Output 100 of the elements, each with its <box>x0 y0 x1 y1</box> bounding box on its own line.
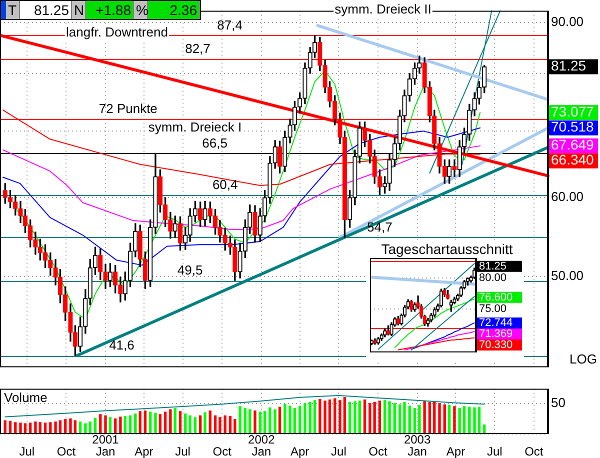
bar <box>178 411 182 434</box>
bar <box>263 411 266 434</box>
y-tick-label: 75.00 <box>479 302 507 315</box>
bar <box>288 406 292 434</box>
data-label: 70.330 <box>479 338 513 351</box>
x-tick-label: Jul <box>331 444 346 458</box>
bar <box>462 406 466 434</box>
bar <box>284 404 286 434</box>
bar <box>453 406 456 434</box>
bar <box>154 412 157 434</box>
bar <box>403 402 406 434</box>
annotation: symm. Dreieck II <box>334 2 432 17</box>
bar <box>398 404 402 434</box>
bar <box>158 414 162 434</box>
bar <box>244 408 246 434</box>
bar <box>373 402 376 434</box>
bar <box>144 410 147 434</box>
bar <box>19 422 22 434</box>
x-tick-label: Apr <box>134 444 154 458</box>
bar <box>328 399 332 434</box>
bar <box>378 400 382 434</box>
bar <box>278 406 282 434</box>
candlestick <box>466 278 470 286</box>
bar <box>254 410 256 434</box>
annotation: 49,5 <box>177 262 203 278</box>
bar <box>134 414 137 434</box>
bar <box>218 417 222 434</box>
text: 73.077 <box>551 103 594 120</box>
x-tick-label: Jul <box>19 444 35 458</box>
candlestick <box>376 337 380 345</box>
x-tick-label: 2003 Jan <box>404 432 431 458</box>
candlestick <box>373 338 377 345</box>
bar <box>238 406 242 434</box>
annotation: 54,7 <box>367 220 392 235</box>
bar <box>108 417 112 434</box>
bar <box>313 400 316 434</box>
text: 67.649 <box>551 136 594 153</box>
x-tick-label: Oct <box>368 444 388 458</box>
annotation: 81.25 <box>20 1 72 19</box>
annotation: 41,6 <box>109 338 134 353</box>
y-tick-label: 80.00 <box>479 272 507 284</box>
bar <box>84 423 87 434</box>
bar <box>433 401 436 434</box>
bar <box>184 414 187 434</box>
bar <box>438 403 441 434</box>
x-tick-label: 2002 Jan <box>248 432 276 458</box>
bar <box>34 421 37 434</box>
bar <box>293 408 296 434</box>
y-tick-label: 50.00 <box>551 268 584 283</box>
bar <box>138 411 142 434</box>
bar <box>149 412 152 434</box>
bar <box>204 412 206 434</box>
bar <box>304 403 306 434</box>
bar <box>388 401 391 434</box>
bar <box>348 402 352 434</box>
annotation: 72 Punkte <box>98 100 158 116</box>
bar <box>358 400 361 434</box>
annotation: +1.88 <box>86 1 134 19</box>
bar <box>188 415 192 434</box>
y-tick-label: 50 <box>551 395 566 410</box>
bar <box>4 420 6 434</box>
bar <box>58 420 62 434</box>
bar <box>308 402 312 434</box>
bar <box>393 403 396 434</box>
chart-title: Volume <box>4 390 48 405</box>
x-tick-label: Apr <box>446 444 466 458</box>
bar <box>418 404 421 434</box>
annotation: % <box>134 1 148 19</box>
bar <box>473 407 476 434</box>
bar <box>318 398 322 434</box>
bar <box>169 409 172 434</box>
annotation: symm. Dreieck I <box>148 120 242 135</box>
bar <box>298 406 302 434</box>
y-axis-title: LOG <box>570 351 597 366</box>
bar <box>324 400 326 434</box>
annotation: 60,4 <box>212 176 238 192</box>
bar <box>458 408 461 434</box>
x-tick-label: Oct <box>56 444 76 458</box>
bar <box>54 421 57 434</box>
x-tick-label: 2001 Jan <box>92 432 120 458</box>
x-tick-label: Apr <box>290 444 310 458</box>
data-label: 76.600 <box>479 291 513 304</box>
annotation: N <box>72 1 86 19</box>
bar <box>443 404 446 434</box>
bar <box>274 409 276 434</box>
data-label: 71.369 <box>479 328 513 340</box>
bar <box>468 406 471 434</box>
bar <box>119 416 122 434</box>
bar <box>354 401 356 434</box>
bar <box>478 406 481 434</box>
bar <box>258 412 262 434</box>
candlestick <box>410 300 414 312</box>
text: 70.518 <box>551 118 594 135</box>
y-tick-label: 90.00 <box>551 14 584 30</box>
x-tick-label: Jul <box>175 444 190 458</box>
bar <box>363 399 366 434</box>
chart-title: Tageschartausschnitt <box>381 240 513 257</box>
bar <box>104 415 107 434</box>
bar <box>334 398 336 434</box>
x-tick-label: Jul <box>486 444 502 458</box>
